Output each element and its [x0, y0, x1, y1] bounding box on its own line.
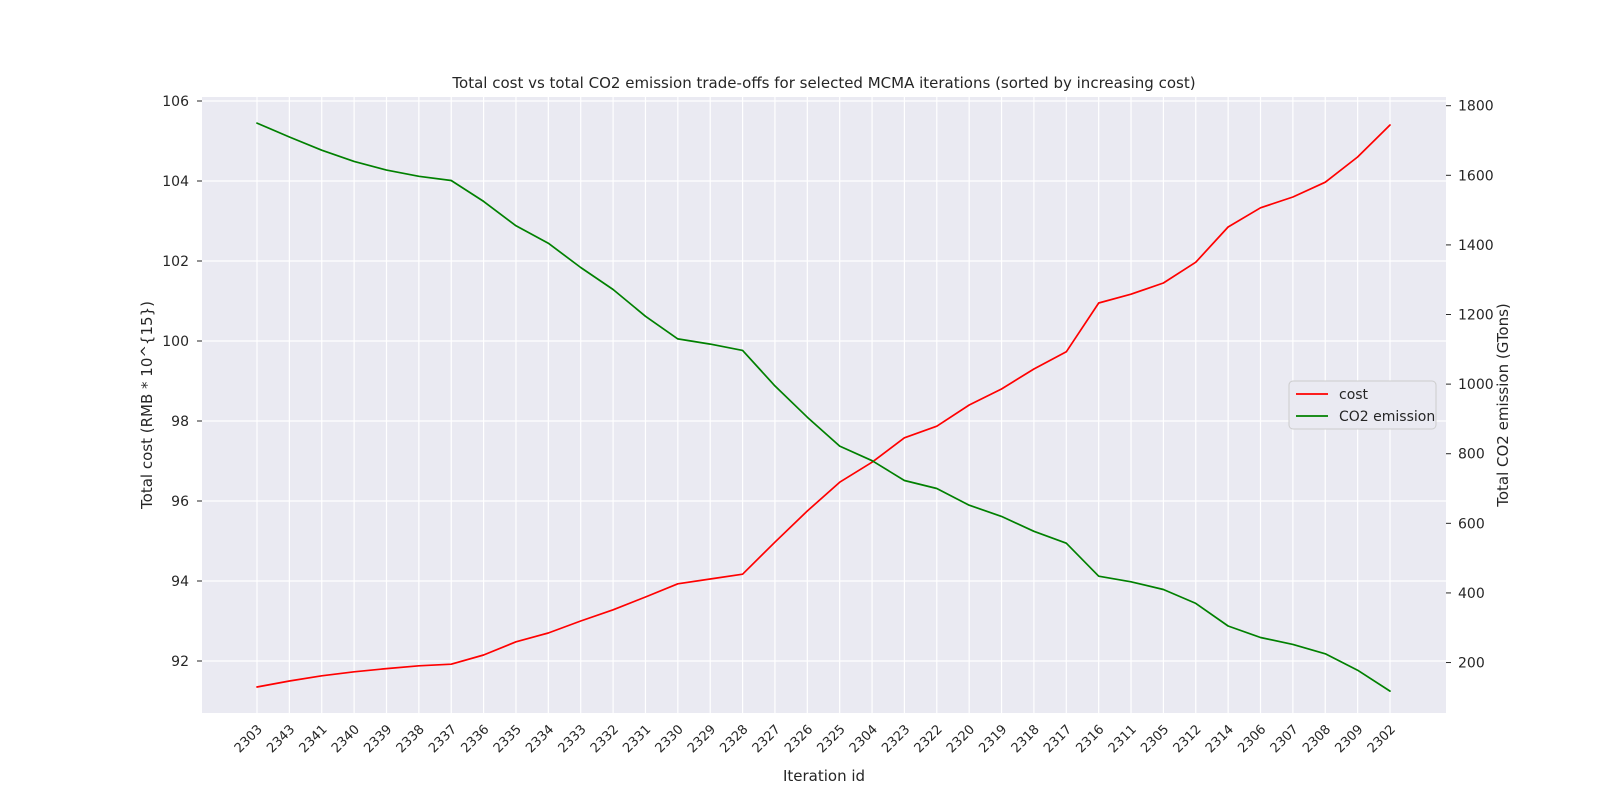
series-line-cost: [256, 124, 1391, 688]
x-tick-label: 2335: [491, 722, 525, 756]
y-tick-label: 94: [171, 574, 189, 590]
y2-tick-label: 200: [1458, 656, 1485, 672]
x-tick-label: 2333: [556, 722, 590, 756]
y2-axis-label: Total CO2 emission (GTons): [1494, 303, 1512, 508]
right-axis: 200 400 600 800 1000 1200 1400 1600 1800: [1446, 99, 1494, 672]
x-tick-label: 2317: [1041, 722, 1075, 756]
y2-tick-label: 1800: [1458, 99, 1494, 115]
x-tick-label: 2305: [1138, 722, 1172, 756]
y2-tick-label: 400: [1458, 586, 1485, 602]
legend: cost CO2 emission: [1288, 380, 1437, 430]
x-tick-label: 2340: [329, 722, 363, 756]
y-tick-label: 92: [171, 654, 189, 670]
x-axis: 2303234323412340233923382337233623352334…: [232, 722, 1399, 756]
y-axis-label: Total cost (RMB * 10^{15}): [138, 301, 156, 510]
x-tick-label: 2337: [426, 722, 460, 756]
x-tick-label: 2307: [1268, 722, 1302, 756]
y2-tick-label: 1000: [1458, 377, 1494, 393]
x-tick-label: 2318: [1009, 722, 1043, 756]
x-tick-label: 2339: [361, 722, 395, 756]
series-layer: [256, 122, 1391, 692]
y-tick-label: 96: [171, 494, 189, 510]
x-tick-label: 2332: [588, 722, 622, 756]
x-tick-label: 2316: [1073, 722, 1107, 756]
x-tick-label: 2306: [1235, 722, 1269, 756]
legend-label-cost: cost: [1339, 387, 1369, 403]
y2-tick-label: 800: [1458, 447, 1485, 463]
x-tick-label: 2320: [944, 722, 978, 756]
x-tick-label: 2304: [847, 722, 881, 756]
y2-tick-label: 1200: [1458, 308, 1494, 324]
x-tick-label: 2323: [879, 722, 913, 756]
x-tick-label: 2319: [976, 722, 1010, 756]
series-line-co2-emission: [256, 122, 1391, 692]
x-tick-label: 2343: [264, 722, 298, 756]
x-tick-label: 2322: [912, 722, 946, 756]
x-tick-label: 2328: [717, 722, 751, 756]
x-tick-label: 2331: [620, 722, 654, 756]
grid: [202, 97, 1446, 713]
chart-title: Total cost vs total CO2 emission trade-o…: [451, 74, 1195, 92]
x-tick-label: 2329: [685, 722, 719, 756]
y2-tick-label: 1400: [1458, 238, 1494, 254]
x-axis-label: Iteration id: [783, 767, 865, 785]
legend-label-co2: CO2 emission: [1339, 409, 1435, 425]
y-tick-label: 98: [171, 414, 189, 430]
legend-box: [1288, 380, 1437, 430]
y-tick-label: 102: [162, 254, 189, 270]
x-tick-label: 2334: [523, 722, 557, 756]
y2-tick-label: 1600: [1458, 168, 1494, 184]
x-tick-label: 2338: [394, 722, 428, 756]
left-axis: 92 94 96 98 100 102 104 106: [162, 94, 202, 670]
x-tick-label: 2327: [750, 722, 784, 756]
x-tick-label: 2311: [1106, 722, 1140, 756]
x-tick-label: 2303: [232, 722, 266, 756]
x-tick-label: 2312: [1171, 722, 1205, 756]
x-tick-label: 2325: [815, 722, 849, 756]
x-tick-label: 2309: [1332, 722, 1366, 756]
x-tick-label: 2314: [1203, 722, 1237, 756]
x-tick-label: 2326: [782, 722, 816, 756]
x-tick-label: 2341: [297, 722, 331, 756]
y-tick-label: 104: [162, 174, 189, 190]
plot-background: [202, 97, 1446, 713]
y2-tick-label: 600: [1458, 516, 1485, 532]
x-tick-label: 2308: [1300, 722, 1334, 756]
x-tick-label: 2302: [1365, 722, 1399, 756]
x-tick-label: 2330: [653, 722, 687, 756]
y-tick-label: 106: [162, 94, 189, 110]
y-tick-label: 100: [162, 334, 189, 350]
x-tick-label: 2336: [458, 722, 492, 756]
